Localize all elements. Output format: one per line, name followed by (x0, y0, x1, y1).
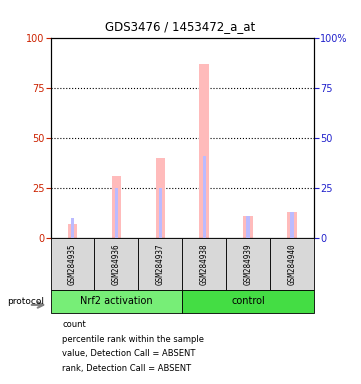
Text: count: count (62, 320, 86, 329)
Bar (226, 238, 270, 290)
Text: Nrf2 activation: Nrf2 activation (80, 296, 153, 306)
Bar (287, 212, 297, 238)
Bar (291, 224, 293, 238)
Text: GSM284936: GSM284936 (112, 243, 121, 285)
Text: GSM284938: GSM284938 (200, 243, 209, 285)
Bar (270, 238, 314, 290)
Bar (68, 224, 77, 238)
Bar (95, 238, 138, 290)
Bar (203, 156, 206, 238)
Bar (158, 188, 162, 238)
Text: protocol: protocol (7, 297, 44, 306)
Bar (290, 212, 294, 238)
Bar (115, 188, 118, 238)
Bar (159, 232, 162, 238)
Bar (243, 216, 253, 238)
Text: value, Detection Call = ABSENT: value, Detection Call = ABSENT (62, 349, 196, 358)
Bar (247, 216, 250, 238)
Bar (112, 176, 121, 238)
Bar (182, 238, 226, 290)
Text: GDS3476 / 1453472_a_at: GDS3476 / 1453472_a_at (105, 20, 256, 33)
Text: percentile rank within the sample: percentile rank within the sample (62, 334, 204, 344)
Bar (51, 290, 182, 313)
Bar (115, 230, 118, 238)
Bar (71, 226, 74, 238)
Bar (71, 218, 74, 238)
Text: control: control (231, 296, 265, 306)
Text: GSM284940: GSM284940 (288, 243, 297, 285)
Bar (199, 65, 209, 238)
Text: rank, Detection Call = ABSENT: rank, Detection Call = ABSENT (62, 364, 192, 373)
Bar (138, 238, 182, 290)
Bar (51, 238, 95, 290)
Bar (203, 228, 205, 238)
Bar (247, 228, 249, 238)
Bar (156, 158, 165, 238)
Bar (182, 290, 314, 313)
Text: GSM284937: GSM284937 (156, 243, 165, 285)
Text: GSM284935: GSM284935 (68, 243, 77, 285)
Text: GSM284939: GSM284939 (244, 243, 253, 285)
